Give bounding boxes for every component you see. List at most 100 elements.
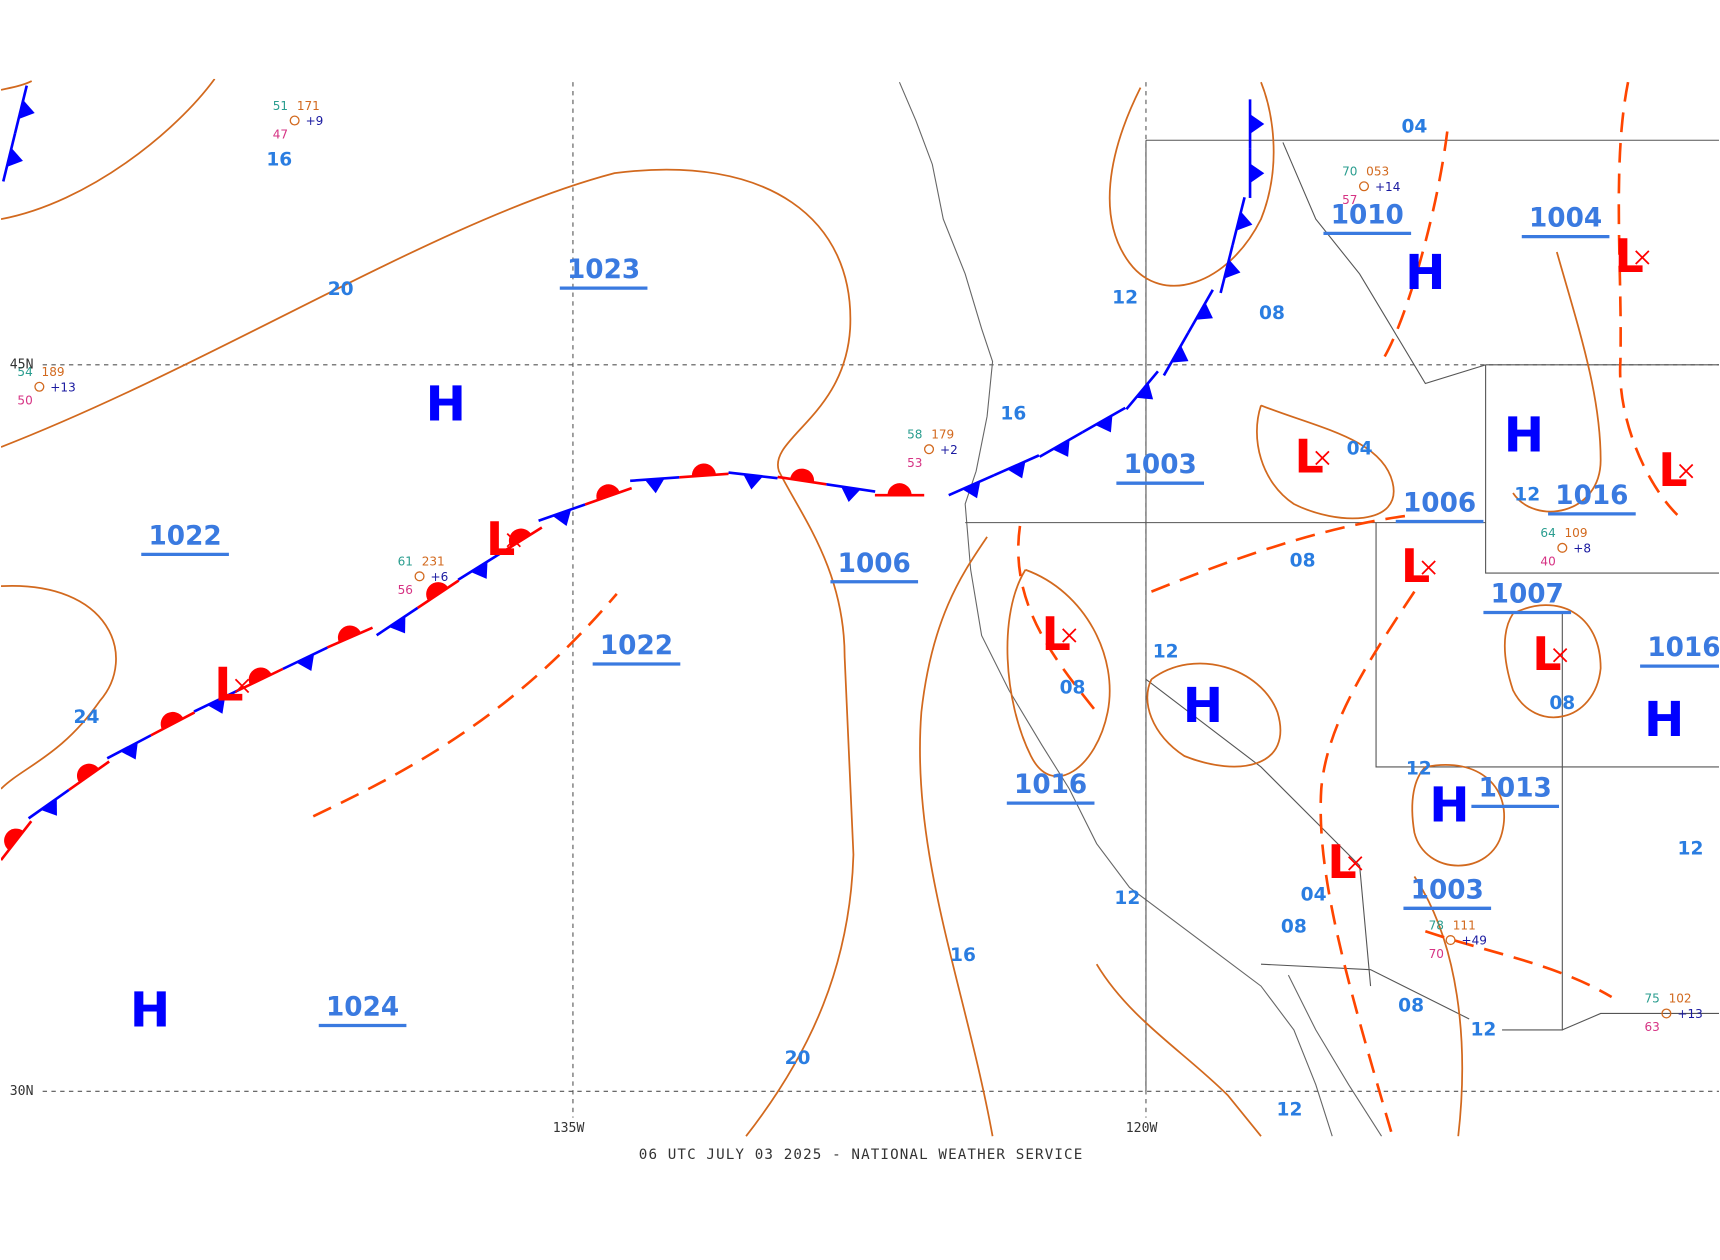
warm-front-barb xyxy=(887,483,912,496)
high-center: H xyxy=(426,377,466,433)
border xyxy=(1485,364,1719,574)
central-pressure: 1016 xyxy=(1555,481,1628,511)
warm-front-barb xyxy=(160,711,184,730)
cold-front-barb xyxy=(388,616,406,634)
cold-front-barb xyxy=(1007,461,1026,479)
coastline xyxy=(1287,974,1382,1137)
station-pressure: 111 xyxy=(1453,918,1476,932)
central-pressure: 1016 xyxy=(1647,633,1720,663)
isobar-label: 12 xyxy=(1470,1019,1496,1040)
isobar-label: 16 xyxy=(1000,404,1026,425)
low-marker xyxy=(1421,560,1436,575)
station-tendency: +49 xyxy=(1462,934,1487,948)
front-segment xyxy=(1162,331,1190,377)
station-tendency: +6 xyxy=(431,570,449,584)
isobar-label: 08 xyxy=(1290,550,1316,571)
station-circle xyxy=(414,571,425,582)
isobar-label: 12 xyxy=(1112,288,1138,309)
isobar-label: 12 xyxy=(1678,839,1704,860)
station-circle xyxy=(1557,542,1568,553)
isobar-label: 16 xyxy=(950,945,976,966)
isobar xyxy=(1,585,117,790)
central-pressure: 1004 xyxy=(1529,204,1602,234)
low-marker xyxy=(1315,450,1330,466)
front-segment xyxy=(416,579,460,609)
isobar-label: 04 xyxy=(1301,885,1327,906)
front-segment xyxy=(27,788,70,820)
latitude-label: 30N xyxy=(10,1084,34,1099)
warm-front-barb xyxy=(76,763,99,783)
station-dewpoint: 40 xyxy=(1540,555,1555,569)
cold-front-barb xyxy=(644,478,665,494)
isobar xyxy=(1,78,216,220)
low-center: L xyxy=(1658,443,1687,497)
cold-front-barb xyxy=(841,486,861,503)
front-segment xyxy=(1,133,17,182)
longitude-label: 120W xyxy=(1126,1121,1158,1136)
isobar-label: 20 xyxy=(328,279,354,300)
station-temperature: 70 xyxy=(1342,165,1357,179)
station-pressure: 109 xyxy=(1565,526,1588,540)
footer: 06 UTC JULY 03 2025 - NATIONAL WEATHER S… xyxy=(639,1147,1084,1163)
station-tendency: +13 xyxy=(50,380,75,394)
cold-front-barb xyxy=(1250,114,1265,134)
front-segment xyxy=(1231,196,1246,246)
central-pressure: 1007 xyxy=(1491,579,1564,609)
station-circle xyxy=(923,444,935,455)
isobar-label: 08 xyxy=(1060,678,1086,699)
front-segment xyxy=(826,482,876,493)
station-pressure: 053 xyxy=(1366,165,1389,179)
fronts xyxy=(1,85,1265,861)
station-dewpoint: 63 xyxy=(1644,1020,1659,1034)
cold-front-barb xyxy=(40,798,57,816)
border xyxy=(1502,613,1719,1031)
cold-front-barb xyxy=(470,561,488,579)
cold-front-barb xyxy=(1236,211,1253,231)
warm-front-barb xyxy=(691,463,716,477)
warm-front-barb xyxy=(4,828,24,851)
isobar xyxy=(1,168,855,1137)
station-dewpoint: 50 xyxy=(17,394,32,408)
station-temperature: 75 xyxy=(1644,992,1659,1006)
isobar xyxy=(1256,404,1395,520)
symbols: H H H H H H H L L L L L L L L L 1023 1022 1022 1006 1024 1016… xyxy=(17,99,1720,1120)
trough xyxy=(1017,525,1098,713)
station-pressure: 102 xyxy=(1669,992,1692,1006)
central-pressure: 1022 xyxy=(600,631,673,661)
warm-front-barb xyxy=(426,582,449,601)
trough xyxy=(312,592,618,818)
high-center: H xyxy=(1644,692,1684,748)
low-center: L xyxy=(1401,539,1430,593)
isobar xyxy=(1,80,33,91)
isobar xyxy=(1512,251,1602,513)
station-temperature: 51 xyxy=(273,99,288,113)
isobar-label: 12 xyxy=(1514,485,1540,506)
warm-front-barb xyxy=(508,528,532,547)
high-center: H xyxy=(1504,407,1544,463)
trough xyxy=(1617,81,1679,516)
low-marker xyxy=(506,532,521,548)
station-tendency: +8 xyxy=(1573,541,1591,555)
station-dewpoint: 56 xyxy=(398,583,413,597)
low-marker xyxy=(1635,250,1650,265)
low-marker xyxy=(1062,628,1077,643)
low-center: L xyxy=(1532,627,1561,681)
low-center: L xyxy=(1295,430,1324,484)
isobar xyxy=(1503,604,1602,719)
border xyxy=(1375,522,1719,768)
warm-front-barb xyxy=(790,468,815,483)
isobar-label: 12 xyxy=(1406,759,1432,780)
isobar-label: 08 xyxy=(1281,916,1307,937)
front-segment xyxy=(1219,244,1234,294)
isobar xyxy=(1411,764,1505,867)
isobar-label: 20 xyxy=(785,1048,811,1069)
high-center: H xyxy=(1405,245,1445,301)
station-circle xyxy=(1358,181,1370,192)
cold-front-barb xyxy=(1195,302,1213,320)
cold-front-barb xyxy=(552,509,572,527)
central-pressure: 1022 xyxy=(149,521,222,551)
isobar-label: 04 xyxy=(1347,439,1373,460)
longitude-label: 135W xyxy=(553,1121,585,1136)
cold-front-barb xyxy=(1224,259,1241,279)
